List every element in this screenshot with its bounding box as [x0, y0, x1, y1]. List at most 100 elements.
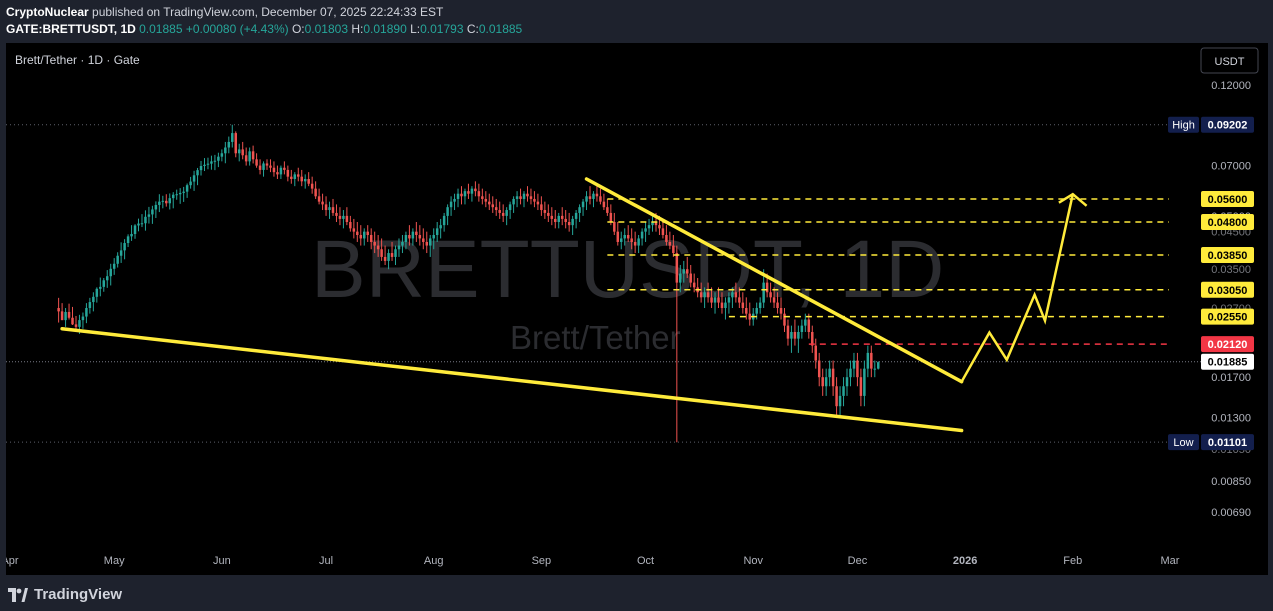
time-tick-label: Nov — [743, 555, 763, 567]
last-price: 0.01885 — [139, 22, 183, 36]
time-tick-label: Feb — [1063, 555, 1082, 567]
candle-body — [776, 302, 779, 309]
reference-lines — [6, 124, 1201, 443]
candle-body — [560, 215, 564, 219]
candle-body — [231, 133, 234, 142]
chart-canvas[interactable]: BRETTUSDT, 1D Brett/Tether 0.120000.0700… — [1, 43, 1268, 575]
candle-body — [588, 196, 592, 199]
candle-body — [258, 165, 262, 170]
currency-button[interactable] — [1200, 47, 1259, 74]
chart-title: Brett/Tether · 1D · Gate — [15, 53, 140, 67]
candle-body — [675, 253, 679, 283]
candle-body — [713, 297, 717, 303]
candle-body — [595, 193, 599, 197]
candle-body — [453, 198, 456, 202]
candle-body — [679, 273, 682, 283]
price-tick-label: 0.00850 — [1211, 476, 1251, 488]
candle-body — [78, 320, 81, 327]
low-tag — [1168, 434, 1199, 451]
candle-body — [817, 360, 821, 378]
candle-body — [342, 215, 345, 219]
candle-body — [272, 167, 276, 173]
candle-body — [804, 319, 807, 326]
price-axis[interactable]: 0.120000.070000.050000.045000.035000.027… — [1168, 80, 1254, 519]
candle-body — [366, 231, 369, 236]
candle-body — [540, 204, 543, 211]
low-key: L: — [410, 22, 421, 36]
candle-body — [418, 235, 422, 239]
tradingview-logo[interactable]: TradingView — [8, 586, 122, 603]
candle-body — [74, 324, 78, 327]
candle-body — [88, 302, 92, 309]
candle-body — [210, 161, 213, 164]
candle-body — [724, 302, 727, 309]
candle-body — [859, 377, 863, 396]
high-tag — [1168, 116, 1199, 133]
candle-body — [467, 191, 470, 194]
candle-body — [665, 235, 668, 242]
candle-body — [64, 311, 67, 321]
candle-body — [116, 255, 119, 264]
time-tick-label: Oct — [637, 555, 654, 567]
candle-body — [251, 151, 255, 160]
candle-body — [745, 308, 748, 314]
candle-body — [99, 286, 102, 289]
candle-body — [460, 193, 463, 197]
candle-body — [470, 188, 474, 194]
candle-body — [640, 231, 644, 239]
candle-body — [112, 263, 116, 269]
candle-body — [439, 225, 442, 229]
candle-body — [717, 297, 720, 303]
candle-body — [547, 212, 550, 216]
candle-body — [727, 297, 731, 303]
candle-body — [609, 212, 613, 222]
candle-body — [432, 235, 435, 239]
candle-body — [363, 231, 366, 239]
high-key: H: — [351, 22, 364, 36]
candle-body — [390, 253, 394, 257]
candle-body — [394, 249, 397, 257]
candle-body — [602, 201, 606, 208]
time-axis[interactable]: Apr May Jun Jul Aug Sep Oct Nov Dec 2026 Feb Mar — [1, 555, 1180, 567]
last-price-badge — [1201, 353, 1254, 370]
last-price-badge-label: 0.01885 — [1208, 357, 1248, 369]
drawings[interactable] — [60, 177, 1169, 433]
candle-body — [401, 241, 404, 246]
candle-body — [578, 207, 581, 213]
candle-body — [536, 201, 540, 205]
candle-body — [814, 345, 817, 361]
time-tick-label: Dec — [848, 555, 868, 567]
candle-body — [408, 235, 411, 239]
candle-body — [435, 228, 439, 236]
candle-body — [811, 331, 814, 346]
low-value-badge-label: 0.01101 — [1208, 437, 1247, 449]
currency-button-label[interactable]: USDT — [1215, 56, 1245, 68]
projection-path — [960, 193, 1075, 383]
price-tick-label: 0.01300 — [1211, 412, 1251, 424]
candle-body — [592, 193, 595, 199]
candle-body — [571, 218, 574, 226]
candle-body — [338, 215, 342, 219]
candle-body — [790, 331, 793, 339]
candle-body — [689, 273, 692, 283]
candle-body — [411, 231, 415, 239]
candle-body — [526, 193, 529, 197]
candle-body — [758, 302, 762, 309]
close-value: 0.01885 — [478, 22, 523, 36]
candle-body — [196, 170, 199, 176]
resistance-level-badge — [1201, 281, 1254, 298]
chart-panel[interactable]: BRETTUSDT, 1D Brett/Tether 0.12000 0.0700… — [1, 43, 1268, 575]
price-tick-label: 0.00690 — [1211, 507, 1251, 519]
candle-body — [147, 214, 151, 217]
candle-body — [672, 245, 675, 254]
candle-body — [60, 311, 64, 321]
candle-body — [564, 218, 567, 222]
candle-body — [710, 297, 713, 303]
candle-body — [786, 325, 790, 339]
time-tick-label: Aug — [424, 555, 444, 567]
projection-arrowhead — [1058, 192, 1088, 207]
author-name[interactable]: CryptoNuclear — [6, 5, 89, 19]
open-key: O: — [291, 22, 305, 36]
candle-body — [376, 245, 380, 250]
candle-body — [498, 210, 501, 213]
